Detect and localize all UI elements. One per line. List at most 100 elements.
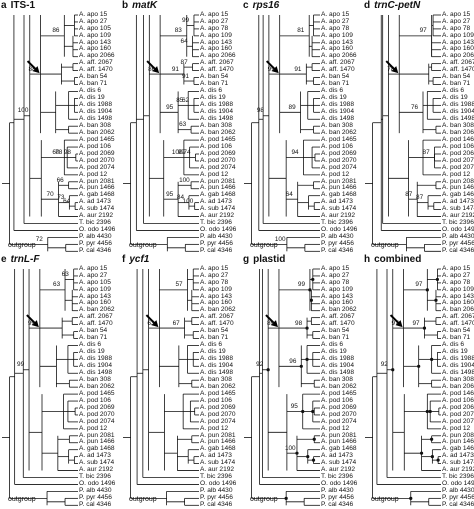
taxon-label: A. apo 109 (79, 285, 111, 293)
panel-letter: a (1, 0, 7, 11)
support-node-dot (305, 326, 309, 330)
taxon-label: A. pod 12 (442, 424, 471, 432)
taxon-label: O. odo 1496 (321, 480, 358, 488)
taxon-label: A. apo 143 (442, 292, 474, 300)
taxon-label: A. ban 308 (200, 121, 232, 129)
panel-letter: h (364, 254, 371, 265)
taxon-label: A. ad 1473 (79, 452, 111, 460)
taxon-label: A. apo 15 (79, 264, 108, 272)
taxon-label: P. pyr 4456 (79, 240, 112, 248)
panel-title: a ITS-1 (1, 1, 35, 11)
taxon-label: A. apo 109 (321, 285, 353, 293)
taxon-label: A. ban 54 (442, 73, 471, 81)
taxon-label: O. odo 1496 (442, 480, 474, 488)
taxon-label: A. dis 1904 (442, 108, 474, 115)
taxon-label: A. pod 2069 (79, 403, 115, 411)
taxon-label: A. ban 2062 (321, 306, 357, 314)
taxon-label: A. ban 71 (321, 80, 350, 88)
taxon-label: A. dis 1498 (442, 368, 474, 376)
taxon-label: A. dis 19 (79, 348, 105, 356)
taxon-label: A. apo 2066 (200, 52, 236, 60)
highlight-arrow-icon (389, 314, 403, 328)
taxon-label: A. ban 54 (200, 73, 229, 81)
taxon-label: A. dis 1988 (79, 355, 112, 363)
taxon-label: A. apo 143 (200, 292, 232, 300)
taxon-label: A. aur 2192 (79, 466, 114, 474)
bootstrap-value: 86 (52, 27, 60, 35)
taxon-label: A. pod 106 (200, 142, 232, 150)
taxon-label: A. apo 109 (200, 285, 232, 293)
panel-marker-name: trnL-F (10, 254, 40, 265)
taxon-label: A. sub 1474 (200, 205, 236, 213)
taxon-label: A. ban 71 (200, 80, 229, 88)
bootstrap-value: 72 (35, 235, 43, 243)
taxon-label: A. pod 1465 (442, 135, 474, 143)
taxon-label: A. ban 308 (442, 121, 474, 129)
support-node-dot (309, 298, 313, 302)
taxon-label: A. ad 1473 (442, 452, 474, 460)
support-node-dot (436, 458, 440, 462)
taxon-label: A. pod 2069 (321, 403, 357, 411)
support-node-dot (434, 298, 438, 302)
taxon-label: P. pyr 4456 (321, 494, 354, 502)
taxon-label: A. gab 1468 (442, 445, 474, 453)
support-node-dot (312, 437, 316, 441)
taxon-label: A. pod 12 (79, 424, 108, 432)
panel-marker-name: plastid (253, 254, 286, 265)
bootstrap-value: 84 (176, 194, 185, 202)
panel-title: h combined (364, 255, 421, 265)
bootstrap-value: 76 (411, 103, 419, 111)
taxon-label: A. aff. 1470 (200, 320, 234, 328)
taxon-label: A. pod 106 (79, 142, 111, 150)
bootstrap-value: 97 (415, 281, 423, 289)
taxon-label: A. pun 1466 (321, 184, 357, 192)
bootstrap-value: 99 (27, 319, 35, 327)
taxon-label: T. bic 2396 (321, 473, 353, 481)
taxon-label: A. ban 71 (442, 80, 471, 88)
taxon-label: A. aff. 1470 (200, 66, 234, 74)
taxon-label: P. cal 4346 (321, 501, 354, 508)
panel-letter: f (122, 254, 126, 265)
taxon-label: A. ban 71 (442, 334, 471, 342)
bootstrap-value: 100 (274, 235, 286, 243)
highlight-arrow-icon (385, 60, 399, 74)
bootstrap-value: 87 (180, 58, 188, 66)
panel-title: c rps16 (243, 1, 279, 11)
taxon-label: A. dis 1988 (321, 355, 354, 363)
support-node-dot (430, 455, 434, 459)
taxon-label: A. pod 2070 (79, 410, 115, 418)
taxon-label: A. pun 2081 (79, 431, 115, 439)
taxon-label: A. dis 1498 (79, 368, 112, 376)
taxon-label: A. pun 2081 (321, 177, 357, 185)
taxon-label: T. bic 2396 (79, 219, 111, 227)
bootstrap-value: 95 (166, 103, 174, 111)
bootstrap-value: 91 (294, 65, 302, 73)
bootstrap-value: 92 (256, 361, 264, 369)
bootstrap-value: 67 (172, 319, 180, 327)
taxon-label: A. ban 308 (442, 375, 474, 383)
bootstrap-value: 78 (55, 148, 63, 156)
taxon-label: A. dis 1904 (442, 362, 474, 369)
taxon-label: A. apo 2066 (321, 52, 357, 60)
taxon-label: A. pun 2081 (442, 431, 474, 439)
panel-marker-name: rps16 (252, 0, 280, 11)
taxon-label: P. cal 4346 (200, 247, 233, 254)
bootstrap-value: 98 (63, 148, 71, 156)
taxon-label: A. aff. 2067 (79, 313, 113, 321)
bootstrap-value: 85 (176, 96, 184, 104)
taxon-label: A. dis 6 (200, 341, 222, 349)
taxon-label: A. aur 2192 (200, 466, 235, 474)
taxon-label: A. sub 1474 (442, 205, 474, 213)
panel-letter: e (1, 254, 7, 265)
taxon-label: A. dis 1498 (442, 114, 474, 122)
taxon-label: P. alb 4430 (79, 487, 112, 495)
taxon-label: A. sub 1474 (79, 459, 115, 467)
taxon-label: A. ban 54 (79, 73, 108, 81)
taxon-label: A. apo 109 (321, 31, 353, 39)
bootstrap-value: 95 (166, 190, 174, 198)
taxon-label: A. aur 2192 (79, 212, 114, 220)
bootstrap-value: 100 (171, 148, 183, 156)
taxon-label: A. dis 1904 (200, 108, 233, 115)
taxon-label: A. pod 2070 (442, 156, 474, 164)
panel-marker-name: trnC-petN (374, 0, 421, 11)
